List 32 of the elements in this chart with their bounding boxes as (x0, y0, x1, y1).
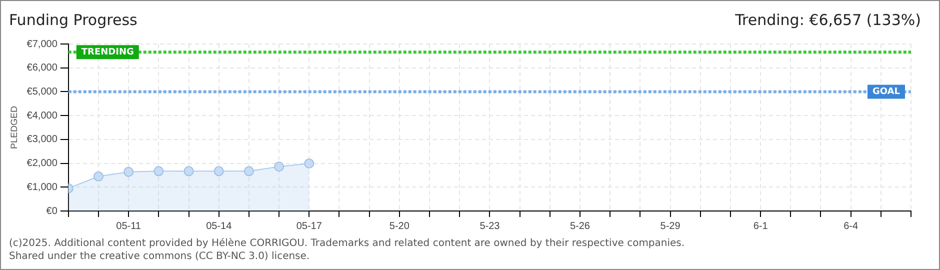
x-tick-label: 5-23 (480, 220, 500, 232)
y-tick-label: €0 (46, 206, 58, 217)
y-tick-label: €2,000 (26, 158, 58, 170)
x-tick-label: 5-29 (660, 220, 681, 232)
y-tick-label: €7,000 (26, 38, 58, 50)
ref-line-label: GOAL (872, 87, 900, 98)
y-tick-label: €4,000 (26, 110, 58, 122)
point (93, 171, 104, 182)
point (124, 166, 134, 177)
point (184, 166, 194, 176)
x-tick-label: 05-17 (296, 220, 322, 232)
y-tick-label: €3,000 (26, 134, 58, 146)
x-tick-label: 05-14 (206, 220, 232, 232)
x-tick-label: 6-4 (844, 220, 858, 232)
x-tick-label: 05-11 (116, 220, 142, 232)
x-tick-label: 5-20 (389, 220, 410, 232)
y-tick-label: €6,000 (26, 62, 58, 74)
chart-subtitle: Trending: €6,657 (133%) (735, 11, 921, 29)
point (244, 166, 254, 176)
point (304, 158, 314, 169)
y-tick-label: €5,000 (26, 86, 58, 98)
x-tick-label: 6-1 (753, 220, 768, 232)
x-tick-label: 5-26 (570, 220, 590, 232)
ref-line-label: TRENDING (81, 48, 134, 58)
point (214, 166, 224, 176)
text: Shared under the creative commons (CC BY-NC 3.0) license. (9, 250, 311, 263)
text: (c)2025. Additional content provided by Hélène CORRIGOU. Trademarks and related content are owned by their respective companies. (9, 237, 685, 250)
point (274, 162, 284, 172)
y-axis-title: PLEDGED (8, 105, 19, 150)
chart-title: Funding Progress (9, 11, 138, 29)
y-tick-label: €1,000 (26, 182, 58, 193)
point (154, 166, 164, 176)
